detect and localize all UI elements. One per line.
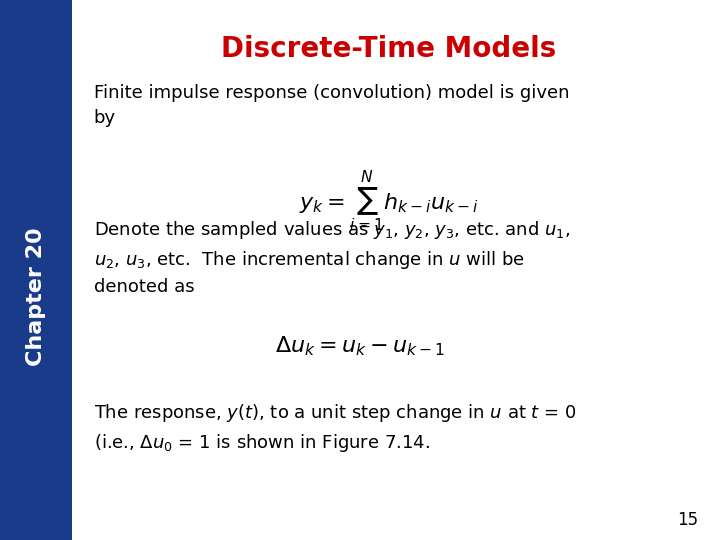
Text: Discrete-Time Models: Discrete-Time Models: [221, 35, 557, 63]
Text: Chapter 20: Chapter 20: [26, 228, 46, 366]
Text: Finite impulse response (convolution) model is given
by: Finite impulse response (convolution) mo…: [94, 84, 569, 127]
Text: 15: 15: [678, 511, 698, 529]
Text: The response, $y(t)$, to a unit step change in $u$ at $t$ = 0
(i.e., $\Delta u_0: The response, $y(t)$, to a unit step cha…: [94, 402, 576, 454]
Text: $y_k = \sum_{i=1}^{N} h_{k-i}u_{k-i}$: $y_k = \sum_{i=1}^{N} h_{k-i}u_{k-i}$: [299, 170, 479, 234]
Bar: [0, 0, 72, 540]
Text: Denote the sampled values as $y_1$, $y_2$, $y_3$, etc. and $u_1$,
$u_2$, $u_3$, : Denote the sampled values as $y_1$, $y_2…: [94, 219, 570, 296]
Text: $\Delta u_k = u_k - u_{k-1}$: $\Delta u_k = u_k - u_{k-1}$: [275, 335, 445, 359]
